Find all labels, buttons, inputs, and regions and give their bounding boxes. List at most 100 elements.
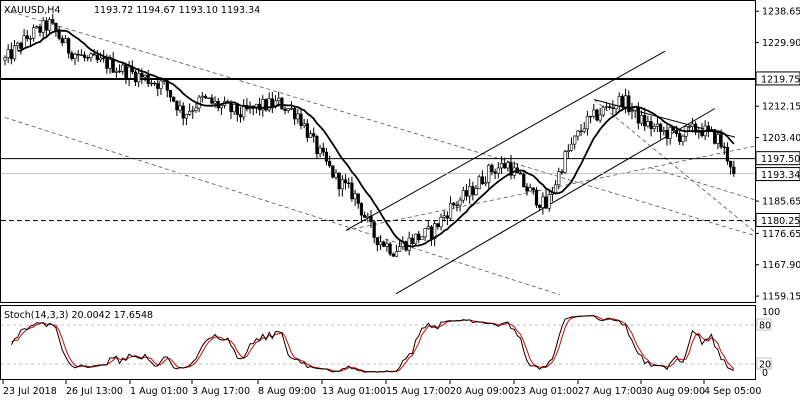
candle-body [464,190,469,197]
stoch-plot-frame [0,305,756,380]
candle-body [496,167,500,174]
level-price-tag [755,167,800,182]
candle-body [659,123,663,132]
time-tick-label: 13 Aug 01:00 [322,386,386,397]
candle-body [601,106,605,116]
candle-body [461,190,465,201]
candle-body [293,108,297,120]
candle-body [95,54,99,61]
candle-body [175,100,179,111]
candle-body [57,31,61,39]
candle-body [299,113,303,126]
candle-body [137,73,141,83]
candle-body [668,127,672,139]
stoch-level-tag [756,318,772,331]
candle-body [646,121,650,127]
candle-body [506,162,510,169]
candle-body [286,108,290,111]
time-tick-label: 3 Aug 17:00 [192,386,250,397]
candle-body [729,160,733,168]
candle-body [207,97,211,99]
candle-body [531,187,535,191]
candle-body [108,59,112,69]
candle-body [19,42,23,49]
time-tick-label: 27 Aug 17:00 [578,386,642,397]
time-tick-label: 26 Jul 13:00 [66,386,123,397]
candle-body [573,135,577,145]
candle-body [483,181,488,185]
candle-body [433,223,437,240]
trendline [345,50,666,231]
trendline [4,9,756,237]
candle-body [369,215,373,223]
price-tick-label: 1203.40 [762,133,800,144]
candle-body [308,133,313,138]
candle-body [213,101,217,104]
candle-body [493,171,497,174]
candle-body [133,71,138,83]
price-tick-label: 1229.90 [762,38,800,49]
candle-body [595,109,599,121]
level-price-tag [755,212,800,227]
candle-body [611,107,615,109]
candle-body [86,57,90,59]
candle-body [44,20,48,31]
candle-body [105,58,109,69]
candle-body [585,115,590,130]
candle-body [417,233,421,241]
candle-body [140,73,144,78]
candle-body [563,151,567,173]
price-tick-label: 1185.65 [762,197,800,208]
time-tick-label: 23 Aug 01:00 [514,386,578,397]
candle-body [716,134,720,144]
candle-body [382,241,386,247]
candle-body [678,133,682,142]
trendline [395,108,716,295]
candle-body [576,130,580,137]
candle-body [315,136,319,155]
candle-body [445,215,449,219]
candle-body [32,27,36,39]
candle-body [337,172,341,190]
candle-body [328,160,332,167]
candle-body [219,105,224,109]
candle-body [655,123,660,127]
candle-body [318,147,322,155]
candle-body [541,196,545,208]
candle-body [22,35,26,49]
time-tick-label: 20 Aug 09:00 [450,386,514,397]
time-tick-label: 4 Sep 05:00 [704,386,761,397]
candle-body [203,95,208,99]
candle-body [700,130,704,137]
candle-body [12,45,17,60]
candle-body [98,57,103,61]
candle-body [41,20,45,33]
candle-body [398,246,402,252]
time-tick-label: 30 Aug 09:00 [641,386,705,397]
candle-body [518,172,523,175]
candle-body [722,146,726,149]
level-price-tag [755,71,800,86]
candle-body [624,95,628,108]
stoch-axis-label: 100 [762,307,780,318]
candle-body [413,233,418,244]
candle-body [25,35,29,39]
candle-body [47,19,52,31]
candle-body [28,38,33,40]
candle-body [499,163,504,169]
level-price-label: 1193.34 [761,170,800,181]
candle-body [477,176,481,189]
candle-body [538,204,542,208]
candle-body [347,182,351,185]
stoch-label: Stoch(14,3,3) 20.0042 17.6548 [4,310,153,321]
candle-body [509,162,513,176]
candle-body [60,38,64,44]
candle-body [235,104,239,115]
candle-body [614,105,618,109]
candle-body [187,110,192,115]
candle-body [706,125,710,130]
candle-body [407,237,411,251]
candle-body [528,187,532,192]
candle-body [67,38,71,54]
candle-body [560,171,564,173]
